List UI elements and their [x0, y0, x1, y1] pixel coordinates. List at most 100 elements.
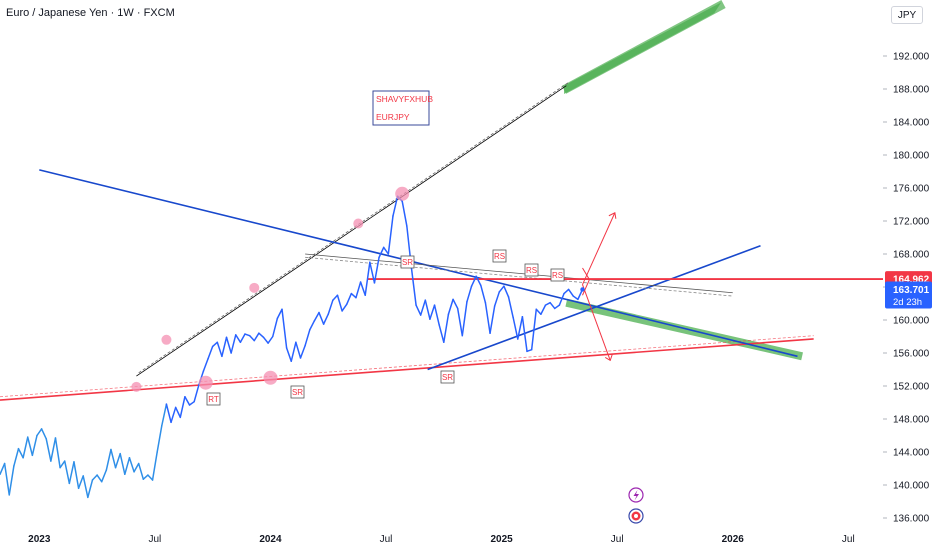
y-tick-label: 148.000	[893, 415, 930, 426]
touch-point-marker	[249, 282, 260, 293]
x-tick-label: Jul	[611, 534, 624, 545]
price-line-segment	[45, 438, 52, 462]
price-line-segment	[401, 200, 408, 227]
price-line-segment	[225, 336, 232, 354]
price-line-segment	[73, 461, 80, 490]
price-line-segment	[503, 285, 510, 298]
price-line-segment	[174, 406, 182, 419]
price-line-segment	[456, 307, 464, 337]
level-tag-label: SR	[442, 373, 453, 382]
price-line-segment	[295, 341, 302, 359]
y-tick-label: 184.000	[893, 118, 930, 129]
price-line-segment	[87, 479, 94, 499]
price-line-segment	[415, 304, 422, 316]
price-line-segment	[239, 333, 246, 344]
projection-down-arrowhead	[604, 354, 613, 362]
descending-trendline	[39, 169, 798, 358]
price-line-segment	[322, 313, 329, 325]
level-tag-label: RS	[526, 266, 537, 275]
price-line-segment	[0, 462, 6, 476]
price-line-segment	[452, 298, 459, 310]
touch-point-marker	[198, 375, 213, 390]
price-line-segment	[318, 311, 325, 325]
price-line-segment	[142, 474, 149, 480]
price-line-segment	[563, 288, 570, 295]
x-tick-label: 2024	[259, 534, 282, 545]
price-line-segment	[96, 474, 103, 483]
annotation-line-2: EURJPY	[376, 112, 410, 122]
lightning-bolt-icon[interactable]	[628, 487, 644, 503]
last-price-label: 163.701	[893, 285, 930, 296]
price-line-segment	[345, 292, 353, 306]
price-line-segment	[63, 460, 71, 485]
price-line-segment	[77, 475, 84, 490]
price-line-segment	[327, 299, 334, 315]
price-line-segment	[313, 311, 320, 322]
price-line-segment	[147, 474, 154, 481]
chart-title: Euro / Japanese Yen · 1W · FXCM	[6, 7, 175, 19]
y-tick-label: 144.000	[893, 448, 930, 459]
level-tag-box	[440, 370, 455, 384]
y-tick-label: 188.000	[893, 85, 930, 96]
price-line-segment	[475, 275, 482, 287]
price-line-segment	[567, 288, 575, 297]
price-line-segment	[489, 305, 496, 334]
touch-point-marker	[353, 218, 364, 229]
y-tick-label: 168.000	[893, 250, 930, 261]
price-line-segment	[540, 304, 547, 315]
price-line-segment	[119, 452, 126, 476]
price-line-segment	[299, 344, 306, 359]
price-line-segment	[82, 475, 89, 499]
price-line-segment	[211, 341, 219, 348]
level-tag-label: RS	[552, 271, 563, 280]
y-tick-label: 140.000	[893, 481, 930, 492]
level-tag-box	[550, 268, 565, 282]
price-line-segment	[128, 457, 135, 473]
price-line-segment	[281, 308, 288, 349]
price-line-segment	[382, 246, 390, 255]
price-line-segment	[355, 281, 362, 299]
level-tag-label: SR	[402, 258, 413, 267]
projection-up-arrowhead	[608, 212, 617, 219]
rising-support-dashed	[0, 335, 814, 398]
countdown-label: 2d 23h	[893, 297, 922, 308]
x-tick-label: Jul	[380, 534, 393, 545]
projection-down-arrow	[582, 284, 611, 361]
level-price-label: 164.962	[893, 275, 930, 286]
y-tick-label: 136.000	[893, 514, 930, 525]
price-line-segment	[466, 285, 473, 303]
price-line-segment	[438, 324, 445, 344]
price-line-segment	[17, 447, 24, 459]
price-line-segment	[419, 299, 427, 316]
resistance-line-dashed	[305, 256, 733, 297]
price-line-segment	[161, 403, 168, 427]
price-line-segment	[549, 301, 556, 310]
price-line-segment	[443, 313, 450, 344]
price-line-segment	[124, 457, 131, 476]
price-line-segment	[26, 436, 34, 457]
price-line-segment	[530, 308, 538, 351]
price-line-segment	[216, 341, 223, 358]
price-line-segment	[272, 317, 279, 338]
price-line-segment	[558, 292, 565, 306]
y-tick-label: 172.000	[893, 217, 930, 228]
target-icon-dot	[634, 514, 638, 518]
currency-selector[interactable]: JPY	[891, 6, 923, 24]
price-line-segment	[285, 347, 293, 362]
price-line-segment	[258, 332, 265, 339]
price-line-segment	[517, 315, 524, 340]
price-line-segment	[207, 345, 214, 360]
price-line-segment	[31, 434, 38, 457]
target-icon[interactable]	[628, 508, 644, 524]
price-line-segment	[230, 334, 237, 354]
price-line-segment	[184, 395, 191, 406]
price-line-segment	[202, 358, 209, 372]
y-tick-label: 160.000	[893, 316, 930, 327]
last-price-dot	[580, 287, 585, 292]
price-line-segment	[373, 256, 380, 284]
level-tag-label: RS	[494, 252, 505, 261]
price-line-segment	[193, 384, 200, 403]
resistance-line	[305, 253, 733, 294]
